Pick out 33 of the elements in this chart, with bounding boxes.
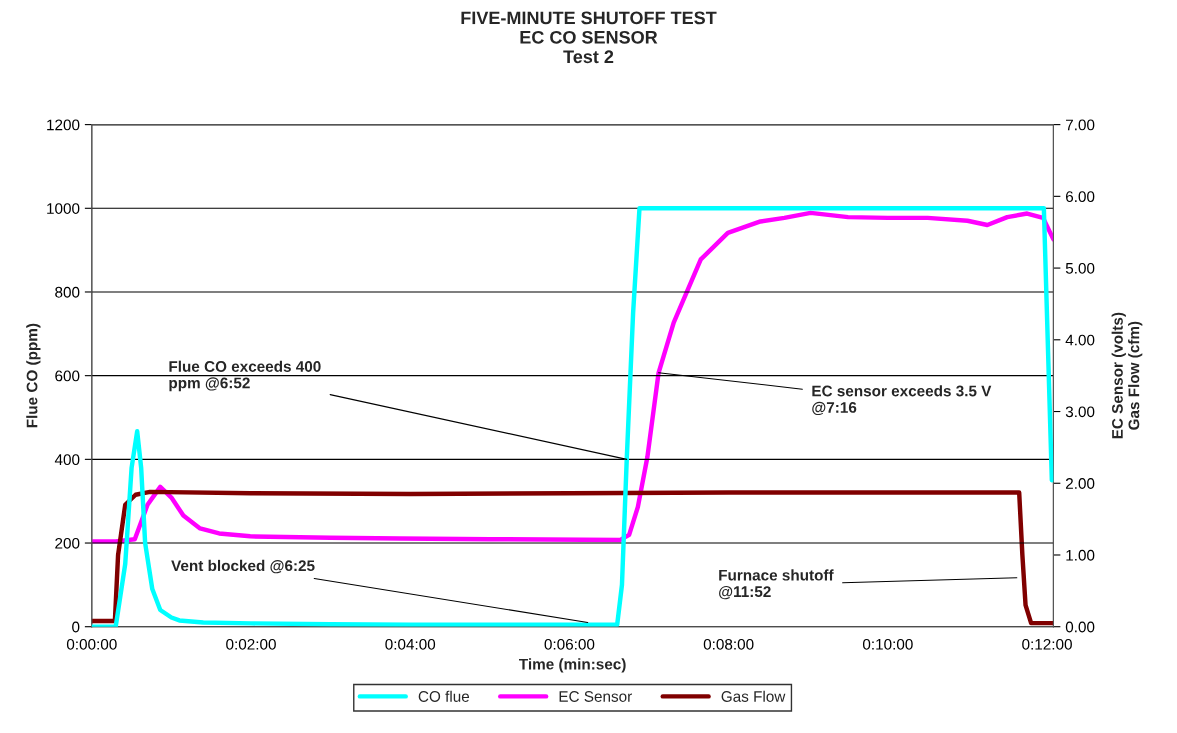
y-tick-label: 200 — [55, 537, 80, 549]
x-tick-label: 0:00:00 — [66, 638, 117, 650]
x-tick-label: 0:06:00 — [544, 638, 595, 650]
y2-tick-label: 5.00 — [1065, 262, 1095, 274]
legend-label: Gas Flow — [721, 690, 786, 702]
y-tick-label: 600 — [55, 370, 80, 382]
legend-label: EC Sensor — [559, 691, 632, 702]
legend-label: CO flue — [418, 690, 470, 702]
y-axis-title: Flue CO (ppm) — [26, 323, 41, 428]
y2-tick-label: 0.00 — [1065, 621, 1095, 633]
y-tick-label: 0 — [72, 621, 80, 633]
y2-tick-label: 3.00 — [1065, 406, 1095, 418]
y-tick-label: 1200 — [47, 119, 80, 131]
annotation: Vent blocked @6:25 — [171, 559, 315, 574]
x-tick-label: 0:04:00 — [385, 638, 436, 650]
y2-tick-label: 1.00 — [1066, 549, 1095, 561]
x-tick-label: 0:02:00 — [226, 638, 276, 650]
y2-tick-label: 2.00 — [1065, 478, 1095, 489]
y-tick-label: 400 — [54, 454, 80, 466]
annotation: Flue CO exceeds 400 ppm @6:52 — [169, 360, 321, 392]
y2-tick-label: 6.00 — [1066, 191, 1095, 203]
y2-axis-title: EC Sensor (volts) Gas Flow (cfm) — [1111, 312, 1143, 439]
y2-tick-label: 7.00 — [1066, 119, 1095, 131]
annotation: Furnace shutoff @11:52 — [719, 569, 834, 600]
chart-title: FIVE-MINUTE SHUTOFF TEST EC CO SENSOR Test 2 — [461, 11, 717, 64]
annotation: EC sensor exceeds 3.5 V @7:16 — [812, 385, 992, 416]
y-tick-label: 800 — [55, 286, 80, 298]
x-tick-label: 0:08:00 — [703, 638, 754, 650]
x-axis-title: Time (min:sec) — [519, 658, 626, 673]
y-tick-label: 1000 — [47, 203, 80, 214]
y2-tick-label: 4.00 — [1065, 334, 1095, 346]
x-tick-label: 0:12:00 — [1022, 638, 1072, 650]
x-tick-label: 0:10:00 — [862, 638, 913, 650]
